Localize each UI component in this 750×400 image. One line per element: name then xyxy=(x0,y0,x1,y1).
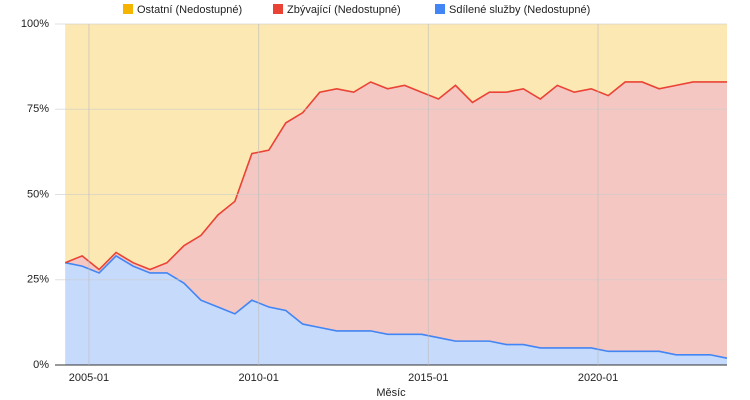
legend-swatch xyxy=(435,4,445,14)
x-tick-label: 2020-01 xyxy=(578,372,618,384)
x-tick-label: 2015-01 xyxy=(408,372,448,384)
y-tick-label: 0% xyxy=(33,359,49,371)
x-tick-label: 2010-01 xyxy=(238,372,278,384)
legend-swatch xyxy=(273,4,283,14)
legend-label: Zbývající (Nedostupné) xyxy=(287,4,401,16)
y-tick-label: 100% xyxy=(21,18,49,30)
legend-label: Sdílené služby (Nedostupné) xyxy=(449,4,590,16)
area-fill xyxy=(65,24,727,270)
area-fill xyxy=(65,255,727,365)
area-fill xyxy=(65,81,727,359)
y-tick-label: 50% xyxy=(27,188,49,200)
x-axis-title: Měsíc xyxy=(376,387,406,399)
series-line xyxy=(64,81,727,271)
x-tick-label: 2005-01 xyxy=(69,372,109,384)
y-tick-label: 25% xyxy=(27,274,49,286)
legend-label: Ostatní (Nedostupné) xyxy=(137,4,242,16)
y-tick-label: 75% xyxy=(27,103,49,115)
series-line xyxy=(65,254,728,359)
legend-swatch xyxy=(123,4,133,14)
